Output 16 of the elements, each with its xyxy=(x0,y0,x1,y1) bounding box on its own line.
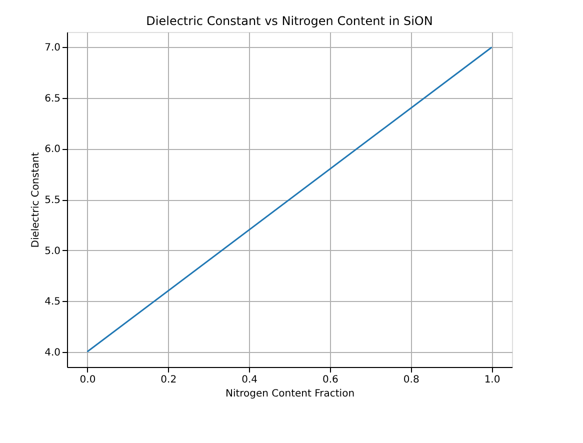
y-tick-label: 6.5 xyxy=(44,93,60,104)
x-tick-label: 1.0 xyxy=(484,374,500,386)
y-tick-label: 7.0 xyxy=(44,42,60,54)
x-tick-label: 0.2 xyxy=(160,374,177,386)
y-tick-label: 5.0 xyxy=(44,246,60,257)
y-tick-label: 4.0 xyxy=(44,347,60,358)
x-tick-label: 0.4 xyxy=(242,374,258,386)
y-tick-label: 4.5 xyxy=(44,296,60,308)
x-tick-label: 0.0 xyxy=(80,374,96,386)
y-tick-label: 6.0 xyxy=(44,144,60,156)
chart-title: Dielectric Constant vs Nitrogen Content in SiON xyxy=(146,14,433,28)
x-axis-title: Nitrogen Content Fraction xyxy=(225,388,355,400)
x-tick-label: 0.8 xyxy=(403,374,420,386)
x-tick-label: 0.6 xyxy=(322,374,338,386)
y-tick-label: 5.5 xyxy=(44,195,60,206)
y-axis-title: Dielectric Constant xyxy=(30,152,42,248)
